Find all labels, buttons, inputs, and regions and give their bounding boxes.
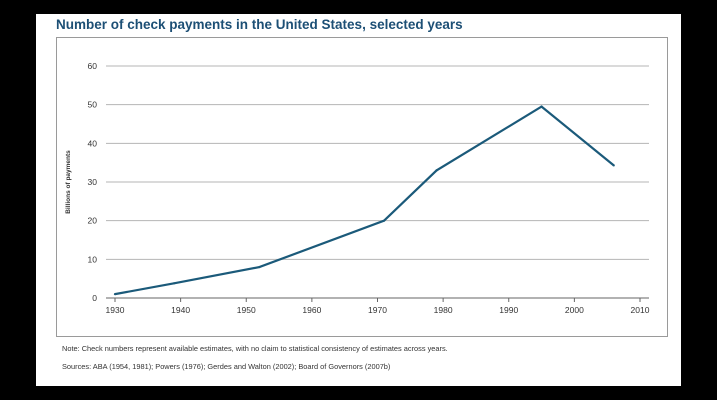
data-point-1979 — [435, 169, 438, 172]
gridlines — [106, 65, 649, 260]
chart-sources: Sources: ABA (1954, 1981); Powers (1976)… — [62, 362, 391, 371]
data-point-1930 — [113, 293, 117, 296]
x-tick-label-1950: 1950 — [237, 305, 256, 315]
y-tick-label-0: 0 — [92, 293, 97, 303]
line-chart: 0 10 20 30 40 50 60 1930 1940 1950 1960 1970 1980 199… — [65, 61, 650, 315]
chart-title: Number of check payments in the United S… — [56, 17, 463, 32]
series-line-0 — [114, 105, 615, 296]
data-point-1971 — [382, 219, 386, 222]
footnotes: Note: Check numbers represent available … — [62, 340, 448, 376]
x-tick-label-2000: 2000 — [565, 305, 584, 315]
y-tick-label-20: 20 — [88, 216, 98, 226]
y-tick-label-40: 40 — [88, 138, 98, 148]
chart-card: Number of check payments in the United S… — [36, 14, 681, 386]
y-axis-label: Billions of payments — [65, 150, 72, 214]
x-tick-label-1930: 1930 — [106, 305, 125, 315]
plot-frame — [56, 37, 668, 337]
data-point-1995 — [540, 105, 543, 108]
axes: 0 10 20 30 40 50 60 1930 1940 1950 1960 1970 1980 199… — [65, 61, 650, 315]
y-tick-label-60: 60 — [88, 61, 98, 71]
data-point-1939 — [172, 282, 176, 285]
x-tick-label-2010: 2010 — [631, 305, 650, 315]
x-tick-label-1980: 1980 — [434, 305, 453, 315]
x-tick-label-1970: 1970 — [368, 305, 387, 315]
x-tick-label-1960: 1960 — [302, 305, 321, 315]
y-tick-label-10: 10 — [88, 254, 98, 264]
series-layer — [113, 105, 615, 296]
y-tick-label-50: 50 — [88, 100, 98, 110]
chart-note: Note: Check numbers represent available … — [62, 344, 448, 353]
x-tick-label-1940: 1940 — [171, 305, 190, 315]
y-tick-label-30: 30 — [88, 177, 98, 187]
data-point-1952 — [258, 265, 261, 269]
x-tick-label-1990: 1990 — [499, 305, 518, 315]
data-point-2006 — [612, 164, 615, 167]
